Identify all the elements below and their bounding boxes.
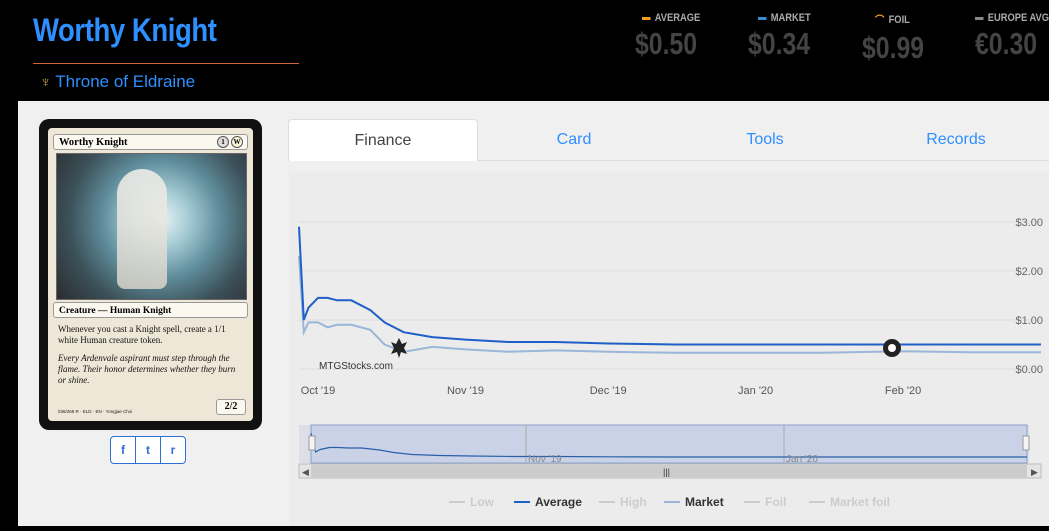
legend-item-foil[interactable]: Foil bbox=[744, 495, 786, 509]
navigator-left-handle[interactable] bbox=[308, 435, 316, 451]
navigator-scrollbar-thumb[interactable] bbox=[311, 465, 1027, 477]
x-tick-label: Jan '20 bbox=[738, 385, 773, 397]
card-power-toughness: 2/2 bbox=[216, 399, 246, 415]
legend-label: Low bbox=[470, 495, 495, 509]
legend-label: High bbox=[620, 495, 647, 509]
reddit-share-button[interactable]: r bbox=[161, 436, 186, 464]
title-underline bbox=[33, 63, 299, 64]
twitter-share-button[interactable]: t bbox=[136, 436, 161, 464]
card-frame: Worthy Knight 1 W Creature — Human Knigh… bbox=[48, 128, 253, 421]
card-type-line: Creature — Human Knight bbox=[53, 302, 248, 318]
card-flavor-text: Every Ardenvale aspirant must step throu… bbox=[58, 353, 236, 385]
tab-tools[interactable]: Tools bbox=[746, 131, 784, 148]
navigator-tick-label: Nov '19 bbox=[528, 454, 562, 465]
price-average-label: AVERAGE bbox=[654, 12, 701, 24]
navigator-tick-label: Jan '20 bbox=[786, 454, 818, 465]
share-buttons: f t r bbox=[110, 436, 186, 464]
legend-item-low[interactable]: Low bbox=[449, 495, 495, 509]
price-market: MARKET $0.34 bbox=[748, 12, 826, 62]
set-name[interactable]: Throne of Eldraine bbox=[55, 72, 196, 91]
price-europe-value: €0.30 bbox=[975, 26, 1038, 61]
card-art bbox=[56, 153, 247, 300]
legend-label: Market foil bbox=[830, 495, 890, 509]
foil-arc-icon: ⌒ bbox=[875, 15, 885, 27]
tab-records[interactable]: Records bbox=[926, 131, 986, 148]
legend-label: Market bbox=[685, 495, 724, 509]
scrollbar-grip-icon: ||| bbox=[663, 467, 670, 477]
card-text-box: Whenever you cast a Knight spell, create… bbox=[58, 324, 244, 386]
facebook-share-button[interactable]: f bbox=[110, 436, 136, 464]
legend-label: Foil bbox=[765, 495, 786, 509]
price-foil-label: FOIL bbox=[888, 14, 910, 26]
price-chart[interactable]: $3.00 $2.00 $1.00 $0.00 Oct '19 Nov '19 Dec '1… bbox=[289, 172, 1049, 526]
y-tick-label: $0.00 bbox=[1015, 364, 1043, 376]
x-tick-label: Oct '19 bbox=[301, 385, 336, 397]
card-image[interactable]: Worthy Knight 1 W Creature — Human Knigh… bbox=[39, 119, 262, 430]
x-tick-label: Dec '19 bbox=[590, 385, 627, 397]
set-marker-icon bbox=[391, 338, 407, 358]
tab-card[interactable]: Card bbox=[556, 131, 592, 148]
card-rules-text: Whenever you cast a Knight spell, create… bbox=[58, 324, 226, 345]
price-foil: ⌒ FOIL $0.99 bbox=[862, 12, 940, 66]
set-link[interactable]: ♆ Throne of Eldraine bbox=[40, 72, 195, 92]
knight-figure bbox=[117, 169, 167, 289]
average-dash-icon bbox=[642, 16, 651, 20]
generic-mana-icon: 1 bbox=[217, 136, 229, 148]
x-tick-label: Nov '19 bbox=[447, 385, 484, 397]
card-title: Worthy Knight bbox=[33, 12, 217, 48]
chart-watermark: MTGStocks.com bbox=[319, 361, 393, 372]
price-europe: EUROPE AVG €0.30 bbox=[975, 12, 1049, 62]
card-name-bar: Worthy Knight 1 W bbox=[53, 134, 248, 150]
price-europe-label: EUROPE AVG bbox=[987, 12, 1049, 24]
white-mana-icon: W bbox=[231, 136, 243, 148]
chart-svg: $3.00 $2.00 $1.00 $0.00 Oct '19 Nov '19 Dec '1… bbox=[298, 217, 1043, 509]
price-average-value: $0.50 bbox=[635, 26, 698, 61]
market-dash-icon bbox=[758, 16, 767, 20]
legend-label: Average bbox=[535, 495, 582, 509]
price-market-label: MARKET bbox=[770, 12, 811, 24]
legend-item-market-foil[interactable]: Market foil bbox=[809, 495, 890, 509]
tab-bar: Finance Card Tools Records bbox=[288, 119, 1049, 161]
y-tick-label: $3.00 bbox=[1015, 217, 1043, 229]
y-tick-label: $2.00 bbox=[1015, 266, 1043, 278]
throne-of-eldraine-set-icon: ♆ bbox=[40, 73, 52, 91]
legend-item-high[interactable]: High bbox=[599, 495, 647, 509]
price-foil-value: $0.99 bbox=[862, 30, 925, 65]
twitter-icon: t bbox=[146, 443, 150, 457]
europe-dash-icon bbox=[975, 16, 984, 20]
tab-finance[interactable]: Finance bbox=[288, 119, 478, 161]
mana-cost: 1 W bbox=[217, 135, 243, 149]
price-market-value: $0.34 bbox=[748, 26, 811, 61]
set-symbol-marker[interactable] bbox=[391, 338, 407, 358]
card-image-name: Worthy Knight bbox=[59, 137, 128, 148]
legend-item-market[interactable]: Market bbox=[664, 495, 724, 509]
navigator-line bbox=[310, 432, 1027, 458]
series-line-average[interactable] bbox=[298, 226, 1041, 346]
x-tick-label: Feb '20 bbox=[885, 385, 921, 397]
facebook-icon: f bbox=[121, 443, 125, 457]
event-marker[interactable] bbox=[883, 339, 901, 357]
series-line-market[interactable] bbox=[298, 256, 1041, 354]
price-average: AVERAGE $0.50 bbox=[635, 12, 713, 62]
legend-item-average[interactable]: Average bbox=[514, 495, 582, 509]
scroll-right-arrow-icon[interactable]: ▶ bbox=[1031, 467, 1038, 477]
scroll-left-arrow-icon[interactable]: ◀ bbox=[302, 467, 309, 477]
card-footer: 036/269 R · ELD · EN · Yongjae Choi bbox=[58, 409, 133, 414]
navigator-right-handle[interactable] bbox=[1022, 435, 1030, 451]
reddit-icon: r bbox=[170, 443, 176, 457]
y-tick-label: $1.00 bbox=[1015, 315, 1043, 327]
